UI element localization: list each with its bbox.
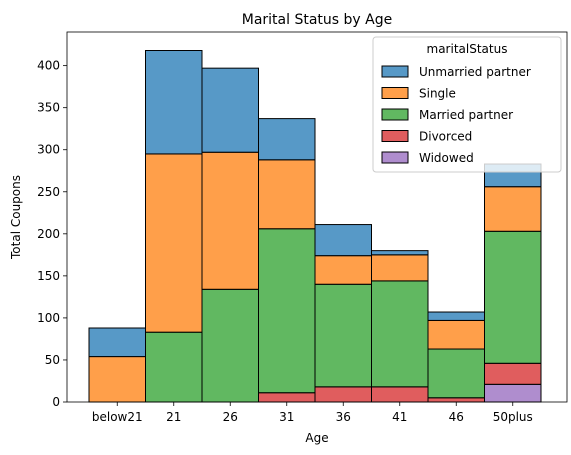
x-tick-label: 36	[336, 410, 351, 424]
y-axis-label: Total Coupons	[9, 175, 23, 260]
x-tick-label: 31	[279, 410, 294, 424]
x-tick-label: below21	[92, 410, 143, 424]
x-tick-label: 21	[166, 410, 181, 424]
bar-segment	[484, 230, 542, 364]
bar-segment	[371, 254, 429, 282]
y-tick-label: 200	[37, 227, 60, 241]
y-tick-label: 400	[37, 59, 60, 73]
legend-swatch	[381, 65, 409, 78]
x-tick-label: 50plus	[493, 410, 533, 424]
x-axis-label: Age	[305, 431, 328, 445]
bar-segment	[484, 186, 542, 232]
x-axis: below21 21 26 31 36 41 46 50plus	[92, 402, 533, 424]
plot-frame	[66, 31, 568, 403]
bar-segment	[88, 356, 146, 403]
legend: maritalStatus Unmarried partner Single Marr…	[372, 36, 562, 173]
bar-segment	[314, 283, 372, 388]
y-tick-label: 100	[37, 311, 60, 325]
bar-segment	[314, 255, 372, 285]
bar-segment	[427, 348, 485, 399]
legend-entry: Married partner	[419, 108, 513, 122]
bar-segment	[258, 118, 316, 161]
bar-segment	[371, 386, 429, 403]
y-tick-label: 350	[37, 101, 60, 115]
bar-segment	[258, 228, 316, 394]
bar-segment	[145, 153, 203, 333]
bar-segment	[145, 50, 203, 155]
x-tick-label: 41	[392, 410, 407, 424]
bar-segment	[201, 67, 259, 153]
legend-swatch	[381, 151, 409, 164]
bar-segment	[258, 392, 316, 403]
y-axis: 0 50 100 150 200 250 300 350 400	[37, 59, 67, 409]
y-tick-label: 0	[52, 395, 60, 409]
bar-segment	[427, 319, 485, 350]
y-tick-label: 300	[37, 143, 60, 157]
legend-entry: Widowed	[419, 151, 474, 165]
bar-segment	[314, 386, 372, 403]
bar-segment	[371, 280, 429, 388]
legend-swatch	[381, 130, 409, 142]
legend-entry: Unmarried partner	[419, 65, 531, 79]
legend-title: maritalStatus	[427, 42, 508, 56]
bar-segment	[484, 362, 542, 385]
y-tick-label: 150	[37, 269, 60, 283]
legend-swatch	[381, 108, 409, 121]
bar-segment	[314, 224, 372, 257]
plot-area	[88, 50, 542, 403]
legend-swatch	[381, 87, 409, 99]
x-tick-label: 46	[449, 410, 464, 424]
bar-segment	[427, 311, 485, 321]
bar-segment	[427, 397, 485, 403]
chart-title: Marital Status by Age	[242, 12, 392, 28]
bar-segment	[201, 151, 259, 290]
bar-segment	[258, 159, 316, 230]
bar-segment	[484, 383, 542, 403]
y-tick-label: 250	[37, 185, 60, 199]
bar-segment	[88, 327, 146, 358]
bar-segment	[201, 288, 259, 403]
x-tick-label: 26	[223, 410, 238, 424]
y-tick-label: 50	[45, 353, 60, 367]
legend-entry: Divorced	[419, 130, 472, 144]
bar-segment	[145, 331, 203, 403]
legend-box	[372, 36, 562, 173]
bar-segment	[371, 250, 429, 256]
legend-entry: Single	[419, 87, 456, 101]
